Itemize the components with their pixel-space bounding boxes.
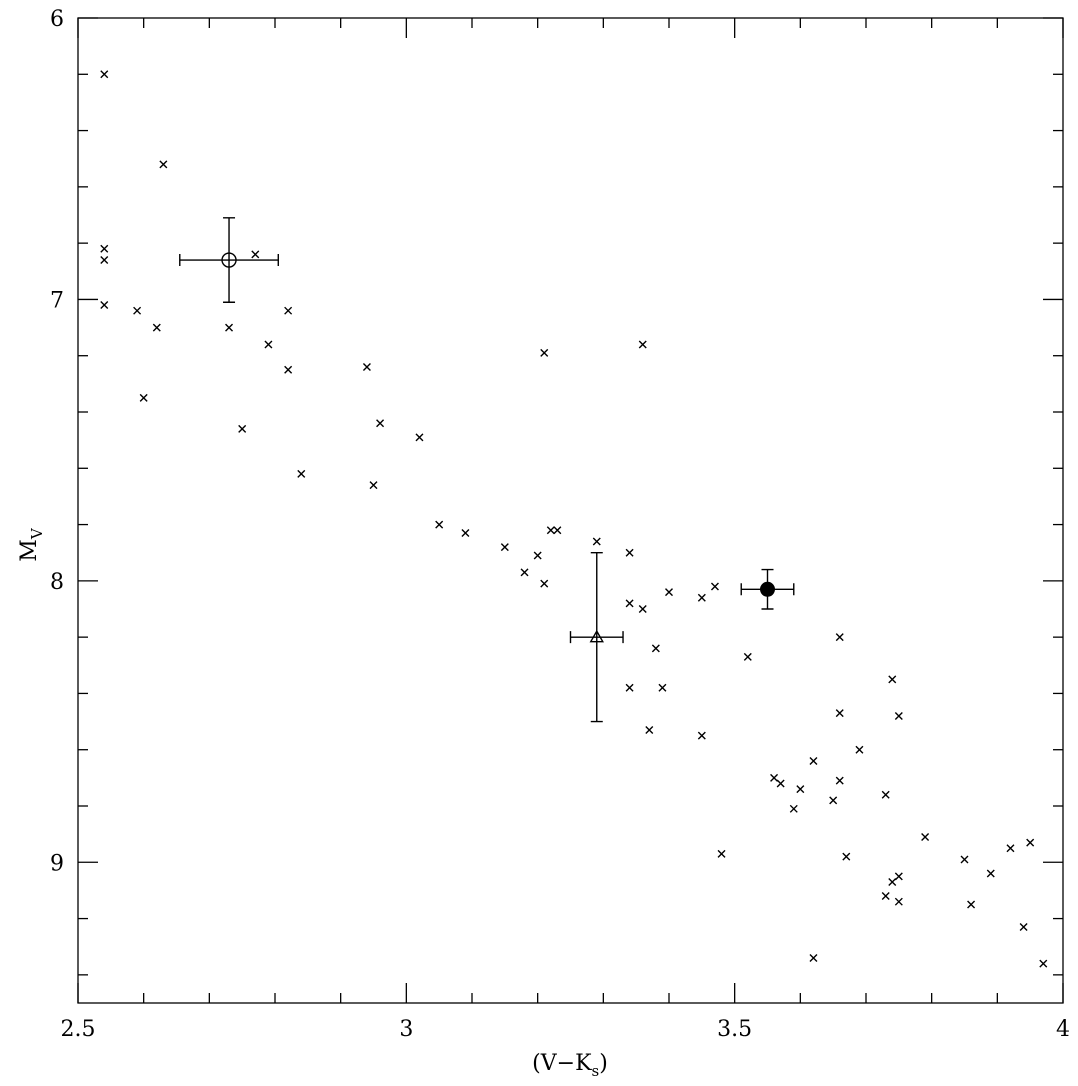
data-point-cross — [592, 537, 601, 546]
data-point-cross — [881, 790, 890, 799]
y-axis-label: MV — [17, 527, 46, 562]
data-point-cross — [100, 301, 109, 310]
data-point-cross — [921, 832, 930, 841]
x-tick-label: 4 — [1056, 1017, 1070, 1042]
data-point-cross — [264, 340, 273, 349]
error-bars — [179, 217, 795, 723]
data-point-cross — [809, 756, 818, 765]
data-point-cross — [435, 520, 444, 529]
data-point-cross — [717, 849, 726, 858]
error-bar-y — [761, 568, 774, 610]
y-tick-label: 6 — [50, 7, 64, 32]
data-point-cross — [159, 160, 168, 169]
data-point-cross — [415, 433, 424, 442]
data-point-cross — [894, 872, 903, 881]
x-axis-label-close: ) — [599, 1051, 608, 1076]
data-point-cross — [638, 340, 647, 349]
data-point-cross — [796, 785, 805, 794]
data-point-cross — [986, 869, 995, 878]
data-point-cross — [743, 652, 752, 661]
axis-ticks — [77, 17, 1064, 1003]
data-point-cross — [533, 551, 542, 560]
y-axis-label-subscript: V — [28, 527, 46, 540]
data-point-cross — [710, 582, 719, 591]
data-point-cross — [133, 306, 142, 315]
x-axis-label-subscript: s — [592, 1062, 600, 1080]
data-point-cross — [297, 469, 306, 478]
data-point-cross — [770, 773, 779, 782]
data-point-cross — [665, 588, 673, 597]
data-point-cross — [251, 250, 260, 259]
data-point-cross — [855, 745, 864, 754]
error-bar — [569, 552, 624, 723]
x-tick-label: 2.5 — [61, 1017, 96, 1042]
data-point-cross — [835, 633, 844, 642]
data-point-cross — [284, 365, 293, 374]
data-point-cross — [645, 726, 654, 735]
data-point-cross — [1006, 844, 1015, 853]
data-point-cross — [967, 900, 976, 909]
data-point-cross — [960, 855, 969, 864]
data-point-cross — [520, 568, 529, 577]
data-points — [100, 70, 1048, 968]
data-point-cross — [284, 306, 293, 315]
y-tick-label: 8 — [50, 570, 64, 595]
data-point-cross — [697, 593, 706, 602]
data-point-cross — [835, 776, 844, 785]
data-point-cross — [100, 256, 109, 265]
data-point-cross — [888, 877, 897, 886]
data-point-cross — [651, 644, 660, 653]
data-point-cross — [100, 244, 109, 253]
data-point-cross — [500, 543, 509, 552]
error-bar — [179, 217, 279, 303]
data-point-cross — [776, 779, 785, 788]
data-point-cross — [888, 675, 897, 684]
data-point-cross — [789, 804, 798, 813]
data-point-cross — [540, 348, 549, 357]
data-point-cross — [553, 526, 562, 535]
data-point-cross — [881, 892, 890, 901]
data-point-cross — [842, 852, 851, 861]
data-point-cross — [152, 323, 161, 332]
data-point-cross — [894, 897, 903, 906]
x-tick-label: 3 — [399, 1017, 413, 1042]
data-point-cross — [1026, 838, 1035, 847]
data-point-cross — [829, 796, 838, 805]
data-point-cross — [1019, 923, 1028, 932]
y-tick-label: 7 — [50, 288, 64, 313]
data-point-cross — [238, 424, 247, 433]
data-point-cross — [1039, 959, 1048, 968]
data-point-cross — [100, 70, 109, 79]
data-point-cross — [461, 529, 470, 538]
data-point-cross — [225, 323, 234, 332]
plot-frame — [77, 17, 1064, 1004]
data-point-cross — [697, 731, 706, 740]
x-tick-label: 3.5 — [717, 1017, 752, 1042]
data-point-cross — [835, 709, 844, 718]
axis-tick-labels: 2.5 3 3.5 4 6 7 8 9 — [50, 7, 1070, 1042]
y-tick-label: 9 — [50, 851, 64, 876]
x-axis-label: (V−Ks) — [532, 1051, 608, 1080]
data-point-cross — [369, 481, 378, 490]
data-point-cross — [546, 526, 555, 535]
data-point-cross — [625, 599, 634, 608]
data-point-cross — [638, 605, 647, 613]
error-bar-y — [223, 217, 236, 303]
error-bar — [740, 568, 795, 610]
data-point-cross — [139, 393, 148, 402]
data-point-cross — [658, 683, 667, 692]
data-point-cross — [362, 362, 371, 371]
data-point-cross — [809, 953, 818, 962]
data-point-cross — [625, 548, 634, 557]
data-point-cross — [894, 711, 903, 720]
error-bar-y — [590, 552, 603, 723]
data-point-cross — [625, 683, 634, 692]
data-point-cross — [376, 419, 385, 428]
data-point-cross — [540, 579, 549, 588]
